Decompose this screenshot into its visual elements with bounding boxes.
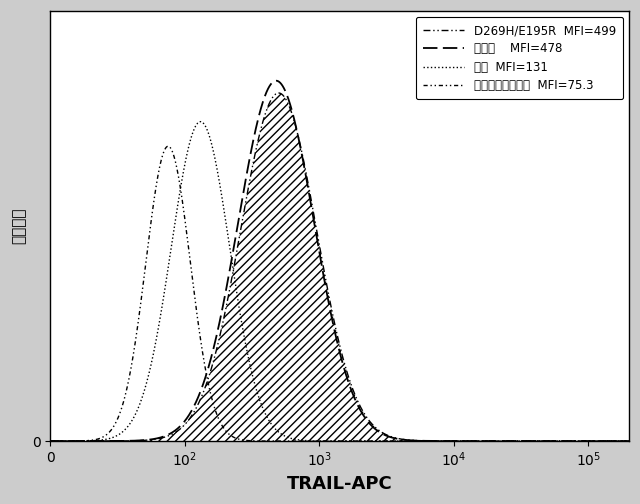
Y-axis label: カウント: カウント xyxy=(11,208,26,244)
Legend: D269H/E195R  MFI=499, 野生型    MFI=478, 疑似  MFI=131, アイソタイプ対照  MFI=75.3: D269H/E195R MFI=499, 野生型 MFI=478, 疑似 MFI… xyxy=(416,17,623,99)
X-axis label: TRAIL-APC: TRAIL-APC xyxy=(287,475,392,493)
